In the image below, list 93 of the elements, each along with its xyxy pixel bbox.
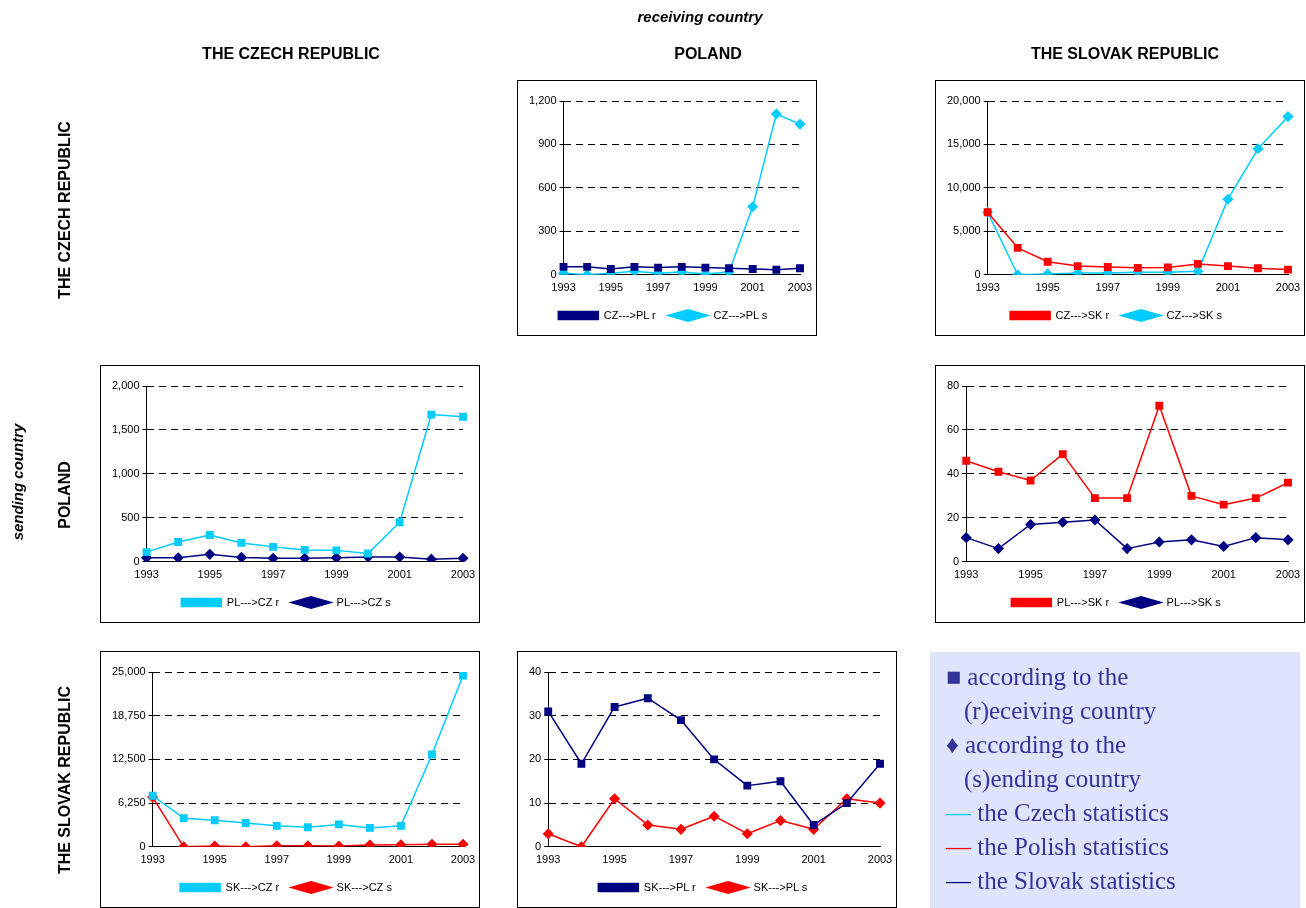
legend-label: PL--->CZ s <box>336 595 392 608</box>
legend-label: SK--->CZ r <box>225 880 280 893</box>
x-tick-label: 1999 <box>326 853 352 866</box>
legend-label: CZ--->PL s <box>713 308 768 321</box>
x-tick-label: 1993 <box>975 281 1000 294</box>
x-tick-label: 1995 <box>602 853 627 866</box>
y-tick-label: 20 <box>528 752 542 765</box>
y-tick-label: 80 <box>946 379 960 392</box>
y-tick-label: 300 <box>538 224 557 237</box>
text: ■ according to the <box>946 662 1130 692</box>
x-tick-label: 1999 <box>1147 568 1172 581</box>
text: receiving country <box>637 8 763 25</box>
x-tick-label: 1995 <box>202 853 227 866</box>
x-tick-label: 2001 <box>1215 281 1241 294</box>
x-tick-label: 1999 <box>693 281 718 294</box>
x-tick-label: 2001 <box>388 853 414 866</box>
text: ♦ according to the <box>946 730 1128 760</box>
y-tick-label: 30 <box>528 708 542 721</box>
y-tick-label: 60 <box>946 422 960 435</box>
x-tick-label: 2003 <box>1275 281 1301 294</box>
y-tick-label: 0 <box>139 839 146 852</box>
y-tick-label: 10,000 <box>946 180 981 193</box>
legend-label: CZ--->PL r <box>603 308 657 321</box>
text: POLAND <box>674 45 742 63</box>
text: (r)eceiving country <box>963 696 1158 727</box>
y-tick-label: 500 <box>121 510 140 523</box>
x-tick-label: 1997 <box>1082 568 1108 581</box>
x-tick-label: 2001 <box>801 853 826 866</box>
text: THE SLOVAK REPUBLIC <box>56 685 74 875</box>
x-tick-label: 1997 <box>668 853 694 866</box>
x-tick-label: 1995 <box>197 568 223 581</box>
x-tick-label: 2003 <box>867 853 893 866</box>
y-tick-label: 10 <box>528 796 542 809</box>
text: — the Polish statistics <box>946 832 1170 862</box>
legend-label: PL--->SK r <box>1056 595 1110 608</box>
text: POLAND <box>56 461 74 529</box>
x-tick-label: 1993 <box>134 568 159 581</box>
y-tick-label: 20 <box>946 510 960 523</box>
x-tick-label: 1999 <box>735 853 760 866</box>
x-tick-label: 1995 <box>1035 281 1060 294</box>
y-tick-label: 25,000 <box>111 665 146 678</box>
x-tick-label: 2003 <box>787 281 813 294</box>
text: THE CZECH REPUBLIC <box>202 45 380 63</box>
y-tick-label: 0 <box>974 267 981 280</box>
text: THE CZECH REPUBLIC <box>56 121 74 299</box>
y-tick-label: 18,750 <box>111 708 146 721</box>
x-tick-label: 1997 <box>645 281 671 294</box>
x-tick-label: 1997 <box>1095 281 1121 294</box>
y-tick-label: 0 <box>550 267 557 280</box>
text: sending country <box>8 423 26 541</box>
x-tick-label: 1993 <box>140 853 165 866</box>
y-tick-label: 20,000 <box>946 94 981 107</box>
legend-label: PL--->CZ r <box>226 595 280 608</box>
x-tick-label: 2003 <box>450 568 476 581</box>
x-tick-label: 1993 <box>535 853 561 866</box>
y-tick-label: 0 <box>953 554 960 567</box>
legend-label: SK--->CZ s <box>336 880 393 893</box>
x-tick-label: 1993 <box>551 281 576 294</box>
y-tick-label: 0 <box>133 554 140 567</box>
x-tick-label: 2001 <box>1211 568 1236 581</box>
x-tick-label: 1993 <box>953 568 979 581</box>
legend-label: PL--->SK s <box>1166 595 1222 608</box>
text: THE SLOVAK REPUBLIC <box>1030 45 1220 63</box>
x-tick-label: 1999 <box>324 568 349 581</box>
y-tick-label: 40 <box>528 665 542 678</box>
y-tick-label: 5,000 <box>953 224 981 237</box>
text: (s)ending country <box>963 764 1143 795</box>
text: — the Slovak statistics <box>946 866 1177 896</box>
y-tick-label: 15,000 <box>946 137 981 150</box>
x-tick-label: 2003 <box>1275 568 1301 581</box>
x-tick-label: 1999 <box>1155 281 1181 294</box>
x-tick-label: 1997 <box>260 568 286 581</box>
y-tick-label: 1,500 <box>112 422 140 435</box>
x-tick-label: 2001 <box>740 281 765 294</box>
y-tick-label: 1,000 <box>112 466 140 479</box>
y-tick-label: 600 <box>538 180 557 193</box>
legend-label: SK--->PL r <box>643 880 697 893</box>
text: — the Czech statistics <box>946 798 1170 828</box>
y-tick-label: 1,200 <box>529 94 557 107</box>
x-tick-label: 1995 <box>598 281 624 294</box>
y-tick-label: 6,250 <box>118 796 146 809</box>
x-tick-label: 1995 <box>1018 568 1043 581</box>
y-tick-label: 40 <box>946 466 960 479</box>
y-tick-label: 900 <box>538 137 557 150</box>
legend-label: CZ--->SK s <box>1166 308 1223 321</box>
x-tick-label: 1997 <box>264 853 290 866</box>
y-tick-label: 0 <box>535 839 542 852</box>
x-tick-label: 2003 <box>450 853 476 866</box>
legend-label: SK--->PL s <box>753 880 808 893</box>
x-tick-label: 2001 <box>387 568 412 581</box>
y-tick-label: 2,000 <box>112 379 140 392</box>
legend-label: CZ--->SK r <box>1055 308 1110 321</box>
y-tick-label: 12,500 <box>111 752 146 765</box>
